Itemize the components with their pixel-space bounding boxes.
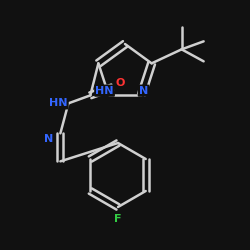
Text: O: O	[116, 78, 125, 88]
Text: HN: HN	[49, 98, 68, 108]
Text: HN: HN	[95, 86, 114, 96]
Text: N: N	[44, 134, 53, 144]
Text: N: N	[139, 86, 148, 96]
Text: F: F	[114, 214, 122, 224]
